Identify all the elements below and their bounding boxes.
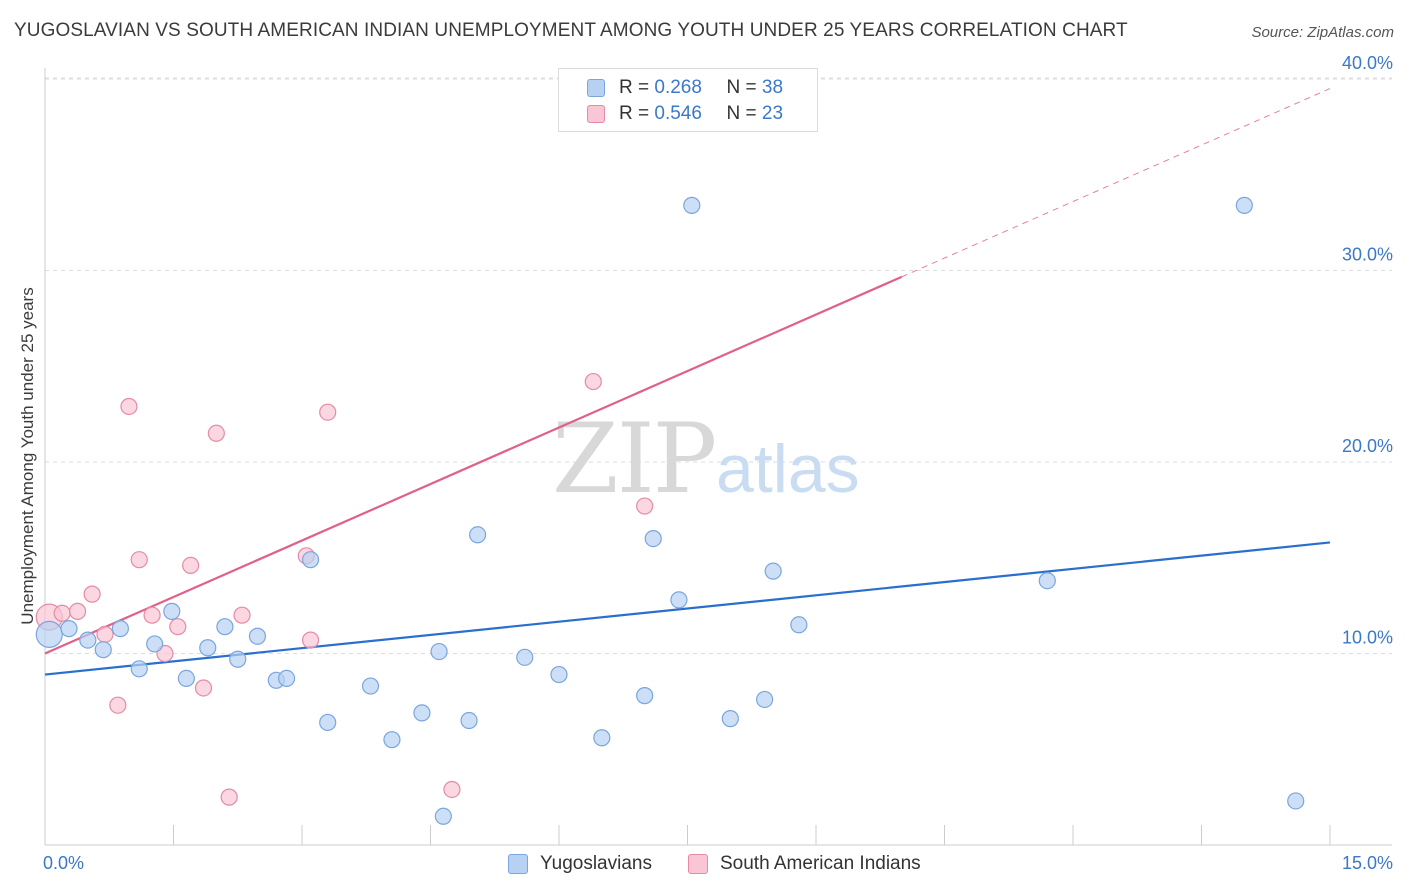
y-tick-label: 20.0%: [1342, 436, 1393, 456]
series-swatch-pink: [688, 854, 708, 874]
south-american-indians-point: [319, 403, 337, 421]
yugoslavians-point: [35, 620, 63, 648]
south-american-indians-point: [443, 780, 461, 799]
yugoslavians-point: [764, 562, 782, 580]
south-american-indians-point: [636, 497, 654, 515]
trendline-0: [44, 541, 1331, 676]
x-tick-label: 0.0%: [43, 853, 84, 873]
yugoslavians-point: [301, 551, 320, 569]
south-american-indians-point: [169, 618, 187, 636]
yugoslavians-point: [177, 669, 195, 687]
yugoslavians-point: [277, 669, 296, 687]
yugoslavians-point: [146, 635, 164, 653]
south-american-indians-point: [194, 679, 213, 697]
yugoslavians-point: [1287, 792, 1305, 810]
yugoslavians-point: [755, 690, 774, 709]
yugoslavians-point: [430, 642, 448, 661]
yugoslavians-point: [636, 687, 654, 705]
r-label: R =: [619, 77, 650, 98]
yugoslavians-point: [1038, 572, 1056, 590]
n-label: N =: [726, 77, 757, 98]
n-value: 23: [761, 103, 784, 124]
yugoslavians-point: [163, 602, 181, 620]
south-american-indians-point: [120, 397, 138, 416]
yugoslavians-point: [199, 639, 217, 657]
yugoslavians-point: [644, 529, 662, 548]
yugoslavians-point: [550, 665, 568, 684]
yugoslavians-point: [593, 729, 611, 747]
watermark-atlas: atlas: [716, 431, 860, 507]
n-label: N =: [726, 103, 757, 124]
axes: [44, 68, 1392, 846]
correlation-legend: R = 0.268 N = 38 R = 0.546 N = 23: [558, 68, 818, 132]
yugoslavians-point: [790, 616, 808, 634]
south-american-indians-point: [220, 788, 238, 806]
series-name: South American Indians: [720, 853, 921, 874]
r-label: R =: [619, 103, 650, 124]
yugoslavians-point: [469, 526, 487, 544]
south-american-indians-point: [83, 585, 101, 603]
series-swatch-blue: [508, 854, 528, 874]
y-tick-label: 30.0%: [1342, 245, 1393, 265]
yugoslavians-point: [434, 807, 452, 825]
yugoslavians-point: [460, 711, 478, 730]
trendline-dashed-1: [901, 88, 1331, 278]
yugoslavians-point: [60, 620, 78, 638]
r-value: 0.546: [654, 103, 702, 124]
yugoslavians-point: [361, 677, 380, 695]
y-tick-label: 10.0%: [1342, 628, 1393, 648]
south-american-indians-point: [233, 606, 251, 624]
yugoslavians-point: [683, 196, 701, 214]
yugoslavians-point: [94, 641, 112, 659]
trendlines: [44, 88, 1331, 676]
yugoslavians-point: [413, 704, 431, 722]
watermark: ZIP atlas: [552, 403, 860, 515]
yugoslavians-point: [111, 620, 129, 638]
south-american-indians-point: [182, 556, 200, 575]
yugoslavians-point: [216, 618, 234, 636]
n-value: 38: [761, 77, 784, 98]
y-axis-label: Unemployment Among Youth under 25 years: [18, 287, 37, 625]
yugoslavians-point: [248, 627, 267, 645]
gridlines: [45, 77, 1392, 654]
yugoslavians-point: [1235, 196, 1253, 214]
watermark-zip: ZIP: [552, 403, 715, 515]
yugoslavians-point: [721, 710, 739, 728]
south-american-indians-point: [207, 424, 225, 442]
south-american-indians-point: [96, 625, 114, 643]
legend-swatch-blue: [587, 79, 605, 97]
yugoslavians-point: [130, 660, 148, 678]
tick-labels: 10.0% 20.0% 30.0% 40.0% 0.0% 15.0%: [43, 53, 1393, 873]
legend-text: R = 0.268 N = 38: [619, 77, 783, 99]
yugoslavians-point: [229, 650, 247, 668]
r-value: 0.268: [654, 77, 702, 98]
south-american-indians-point: [584, 372, 602, 391]
x-tick-label: 15.0%: [1342, 853, 1393, 873]
series-name: Yugoslavians: [540, 853, 652, 874]
source-label: Source: ZipAtlas.com: [1251, 24, 1394, 41]
trendline-solid-1: [44, 275, 903, 655]
legend-swatch-pink: [587, 105, 605, 123]
south-american-indians-point: [301, 631, 320, 649]
y-tick-label: 40.0%: [1342, 53, 1393, 73]
south-american-indians-point: [143, 606, 161, 624]
south-american-indians-point: [53, 604, 71, 622]
yugoslavians-point: [670, 591, 688, 609]
yugoslavians-point: [516, 648, 534, 666]
south-american-indians-point: [68, 602, 87, 620]
yugoslavians-point: [319, 713, 337, 732]
south-american-indians-point: [109, 696, 127, 714]
south-american-indians-point: [130, 551, 148, 569]
yugoslavians-point: [383, 731, 401, 749]
legend-text: R = 0.546 N = 23: [619, 103, 783, 125]
chart-title: YUGOSLAVIAN VS SOUTH AMERICAN INDIAN UNE…: [14, 20, 1128, 41]
yugoslavians-point: [79, 631, 97, 649]
data-points: [35, 95, 1305, 825]
